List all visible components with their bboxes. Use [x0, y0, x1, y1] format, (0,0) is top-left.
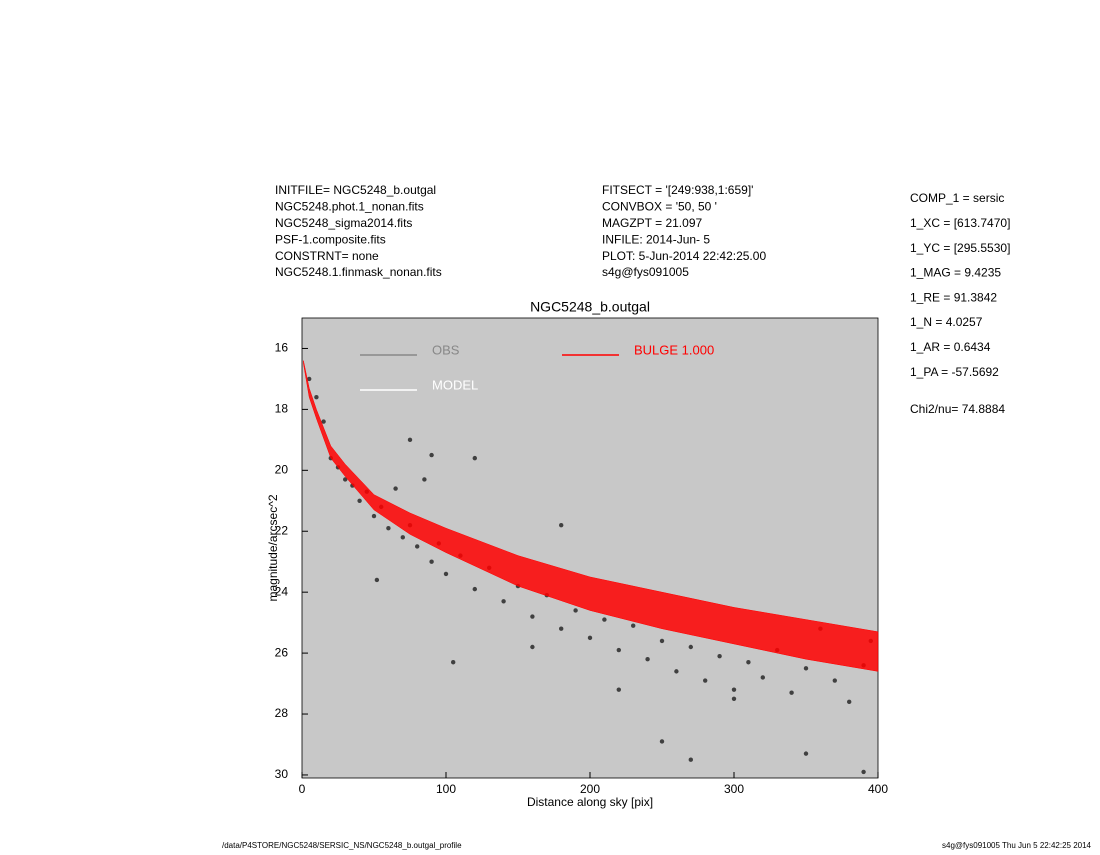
info-text: INITFILE= NGC5248_b.outgal — [275, 183, 436, 197]
data-point — [443, 571, 449, 577]
data-point — [760, 675, 765, 680]
y-tick-label: 26 — [275, 645, 289, 659]
data-point — [400, 535, 405, 540]
x-tick-label: 200 — [580, 782, 600, 796]
data-point — [472, 455, 477, 461]
data-point — [321, 419, 326, 424]
info-text: MAGZPT = 21.097 — [602, 216, 702, 230]
chart-title: NGC5248_b.outgal — [530, 299, 650, 315]
y-axis-label: magnitude/arcsec^2 — [266, 494, 280, 601]
y-tick-label: 30 — [275, 767, 289, 781]
data-point — [530, 644, 535, 650]
y-tick-label: 28 — [275, 706, 289, 720]
data-point — [688, 644, 693, 650]
data-point — [530, 614, 535, 619]
data-point — [659, 638, 665, 644]
data-point — [602, 617, 607, 622]
model-band — [303, 360, 879, 672]
info-text: NGC5248.1.finmask_nonan.fits — [275, 265, 442, 279]
y-tick-label: 24 — [275, 584, 289, 598]
data-point — [386, 525, 391, 531]
data-point — [415, 544, 420, 549]
data-point — [587, 635, 593, 641]
info-text: s4g@fys091005 — [602, 265, 689, 279]
data-point — [422, 477, 427, 482]
data-point — [803, 751, 809, 756]
legend-label: BULGE 1.000 — [634, 342, 714, 357]
data-point — [731, 696, 737, 701]
data-point — [573, 608, 578, 613]
y-tick-label: 22 — [275, 523, 289, 537]
data-point — [429, 559, 434, 564]
info-text: NGC5248.phot.1_nonan.fits — [275, 200, 424, 214]
data-point — [731, 687, 737, 692]
data-point — [559, 522, 564, 528]
data-point — [659, 739, 665, 744]
component-text: COMP_1 = sersic — [910, 191, 1004, 205]
data-point — [746, 660, 751, 665]
x-tick-label: 300 — [724, 782, 744, 796]
component-text: 1_N = 4.0257 — [910, 315, 983, 329]
x-tick-label: 400 — [868, 782, 888, 796]
component-text: 1_XC = [613.7470] — [910, 216, 1010, 230]
legend-label: OBS — [432, 342, 460, 357]
x-tick-label: 100 — [436, 782, 456, 796]
legend-label: MODEL — [432, 377, 478, 392]
data-point — [472, 586, 477, 592]
info-text: PSF-1.composite.fits — [275, 232, 386, 246]
data-point — [631, 623, 636, 628]
x-axis-label: Distance along sky [pix] — [527, 795, 653, 809]
data-point — [717, 653, 722, 659]
info-text: PLOT: 5-Jun-2014 22:42:25.00 — [602, 249, 766, 263]
info-text: CONSTRNT= none — [275, 249, 379, 263]
component-text: 1_YC = [295.5530] — [910, 241, 1010, 255]
data-point — [307, 376, 312, 382]
data-point — [703, 678, 708, 683]
x-tick-label: 0 — [299, 782, 306, 796]
component-text: 1_AR = 0.6434 — [910, 340, 991, 354]
data-point — [343, 477, 348, 482]
component-text: 1_MAG = 9.4235 — [910, 266, 1001, 280]
info-text: INFILE: 2014-Jun- 5 — [602, 232, 710, 246]
chi2: Chi2/nu= 74.8884 — [910, 402, 1005, 416]
y-tick-label: 18 — [275, 402, 289, 416]
data-point — [847, 699, 852, 705]
info-text: CONVBOX = '50, 50 ' — [602, 200, 717, 214]
data-point — [357, 498, 362, 503]
footer-left: /data/P4STORE/NGC5248/SERSIC_NS/NGC5248_… — [222, 841, 462, 850]
data-point — [674, 669, 679, 674]
data-point — [429, 452, 434, 458]
data-point — [371, 513, 377, 519]
data-point — [803, 666, 809, 671]
y-tick-label: 20 — [275, 462, 289, 476]
data-point — [407, 437, 413, 443]
data-point — [616, 647, 621, 653]
footer-right: s4g@fys091005 Thu Jun 5 22:42:25 2014 — [942, 841, 1092, 850]
data-point — [688, 757, 693, 762]
data-point — [314, 395, 319, 400]
data-point — [559, 626, 564, 631]
data-point — [832, 678, 837, 683]
data-point — [374, 577, 380, 583]
plot-area — [302, 318, 878, 778]
data-point — [501, 599, 506, 604]
info-text: NGC5248_sigma2014.fits — [275, 216, 412, 230]
data-point — [789, 690, 794, 695]
data-point — [645, 656, 650, 662]
data-point — [451, 660, 456, 665]
component-text: 1_RE = 91.3842 — [910, 290, 997, 304]
y-tick-label: 16 — [275, 341, 289, 355]
data-point — [861, 769, 866, 775]
data-point — [393, 486, 398, 491]
component-text: 1_PA = -57.5692 — [910, 365, 999, 379]
data-point — [616, 687, 621, 692]
info-text: FITSECT = '[249:938,1:659]' — [602, 183, 753, 197]
